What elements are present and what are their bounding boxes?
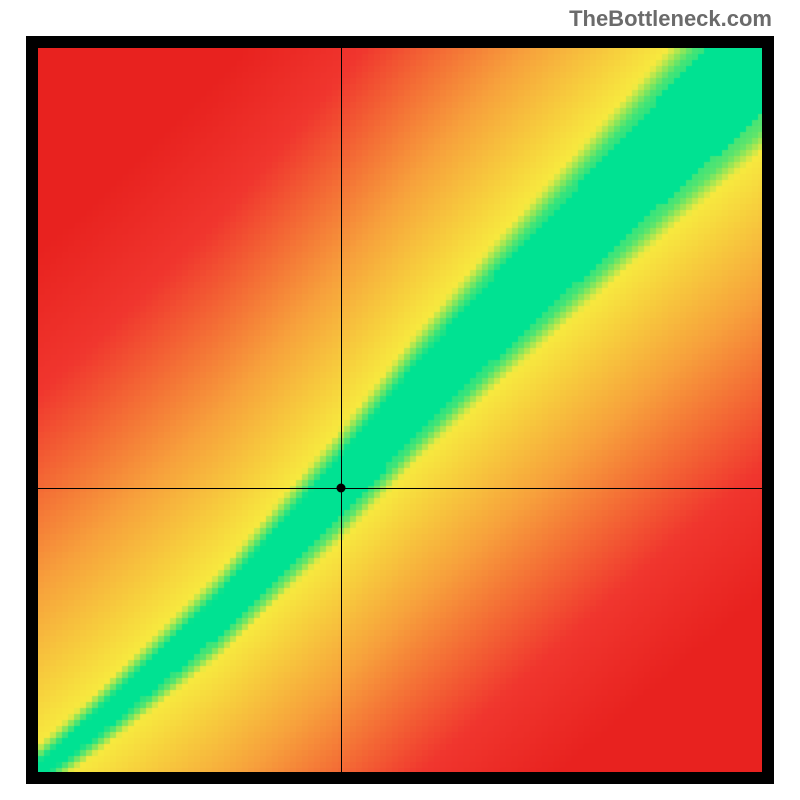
crosshair-dot bbox=[336, 484, 345, 493]
crosshair-vertical bbox=[341, 48, 342, 772]
watermark-text: TheBottleneck.com bbox=[569, 6, 772, 32]
chart-frame bbox=[26, 36, 774, 784]
heatmap-canvas bbox=[38, 48, 762, 772]
chart-container: TheBottleneck.com bbox=[0, 0, 800, 800]
crosshair-horizontal bbox=[38, 488, 762, 489]
plot-area bbox=[38, 48, 762, 772]
